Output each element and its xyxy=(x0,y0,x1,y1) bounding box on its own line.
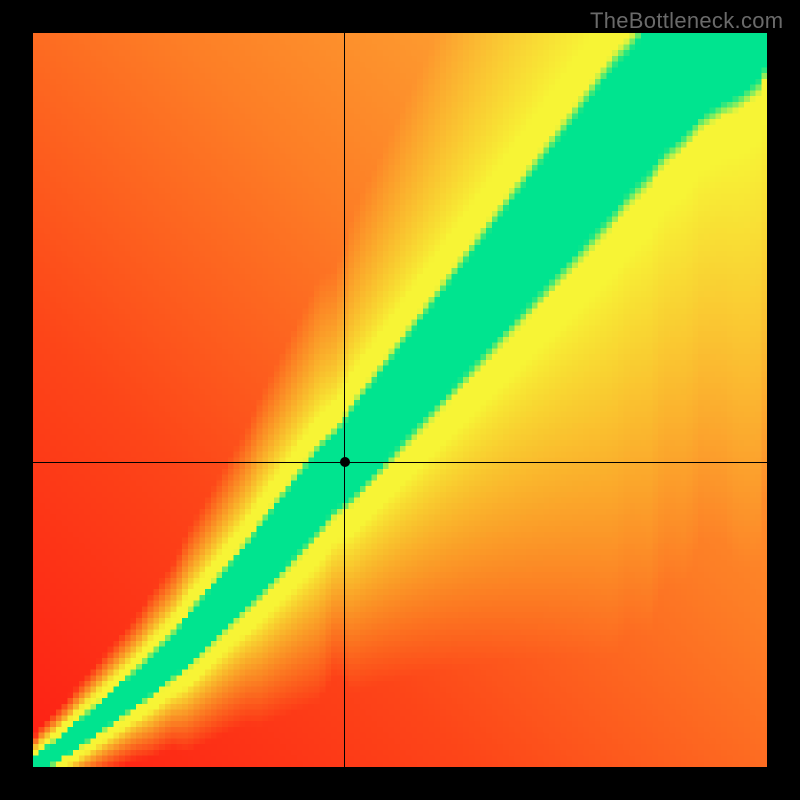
crosshair-horizontal xyxy=(33,462,767,463)
heatmap-canvas xyxy=(33,33,767,767)
crosshair-vertical xyxy=(344,33,345,767)
watermark-text: TheBottleneck.com xyxy=(590,8,783,34)
